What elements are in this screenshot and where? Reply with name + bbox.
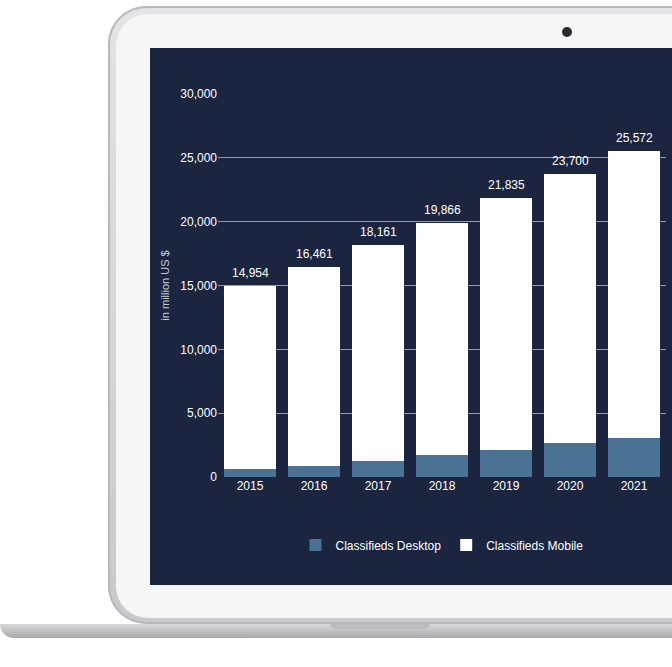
svg-text:in million US $: in million US $ (159, 250, 171, 320)
svg-text:21,835: 21,835 (488, 178, 525, 192)
svg-text:2016: 2016 (301, 479, 328, 493)
svg-text:Classifieds Mobile: Classifieds Mobile (486, 539, 583, 553)
svg-text:25,572: 25,572 (616, 131, 653, 145)
svg-text:14,954: 14,954 (232, 266, 269, 280)
svg-text:2020: 2020 (557, 479, 584, 493)
svg-text:25,000: 25,000 (180, 151, 217, 165)
svg-text:2017: 2017 (365, 479, 392, 493)
svg-text:Classifieds Desktop: Classifieds Desktop (336, 539, 442, 553)
svg-text:2018: 2018 (429, 479, 456, 493)
svg-text:19,866: 19,866 (424, 203, 461, 217)
svg-text:30,000: 30,000 (180, 87, 217, 101)
svg-text:2015: 2015 (237, 479, 264, 493)
svg-text:16,461: 16,461 (296, 247, 333, 261)
svg-text:5,000: 5,000 (187, 406, 217, 420)
svg-text:2021: 2021 (621, 479, 648, 493)
svg-text:10,000: 10,000 (180, 343, 217, 357)
svg-text:2019: 2019 (493, 479, 520, 493)
svg-text:0: 0 (210, 470, 217, 484)
svg-text:23,700: 23,700 (552, 154, 589, 168)
svg-text:20,000: 20,000 (180, 215, 217, 229)
svg-text:15,000: 15,000 (180, 279, 217, 293)
svg-text:18,161: 18,161 (360, 225, 397, 239)
